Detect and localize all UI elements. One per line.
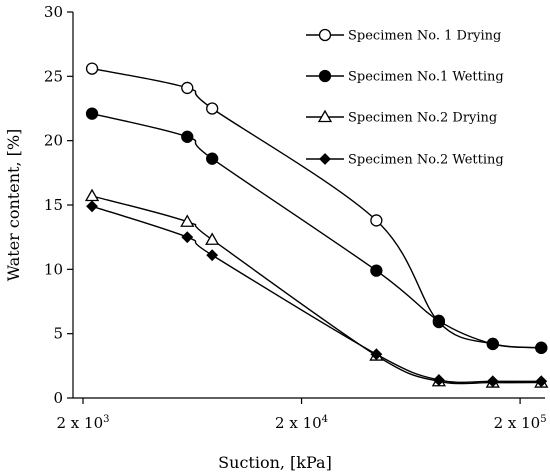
series-2 xyxy=(85,107,548,354)
legend-item-3: Specimen No.2 Drying xyxy=(306,109,497,126)
series-2-point xyxy=(432,314,446,327)
legend-label: Specimen No.2 Drying xyxy=(348,111,497,126)
series-4-point xyxy=(370,348,383,361)
series-4-point xyxy=(181,231,194,244)
series-4-point xyxy=(206,249,219,262)
series-2-point xyxy=(206,152,219,165)
y-axis-ticks: 0 5 10 15 20 25 30 xyxy=(44,3,73,407)
y-tick-label: 25 xyxy=(44,67,63,85)
series-3-point xyxy=(180,214,195,227)
y-tick-label: 10 xyxy=(44,260,63,278)
y-axis-label: Water content, [%] xyxy=(4,129,23,282)
legend-item-1: Specimen No. 1 Drying xyxy=(306,29,501,44)
x-tick-label: 2 x 103 xyxy=(56,414,109,432)
series-2-point xyxy=(85,107,99,120)
series-3-point xyxy=(84,188,100,202)
x-tick-label: 2 x 105 xyxy=(494,414,547,432)
legend-marker xyxy=(318,28,332,42)
series-1-point xyxy=(206,102,219,115)
legend-marker xyxy=(319,153,331,165)
legend-label: Specimen No. 1 Drying xyxy=(348,29,501,44)
legend-marker xyxy=(317,109,333,123)
series-1 xyxy=(85,62,548,354)
series-3 xyxy=(84,188,549,388)
series-layer xyxy=(84,62,549,388)
series-4-point xyxy=(535,375,548,388)
series-1-point xyxy=(370,214,383,227)
series-3-point xyxy=(205,232,220,245)
x-axis-label: Suction, [kPa] xyxy=(218,453,332,472)
series-4-point xyxy=(86,200,98,213)
y-tick-label: 5 xyxy=(53,325,63,343)
series-2-point xyxy=(535,341,548,354)
legend-label: Specimen No.1 Wetting xyxy=(348,70,504,85)
x-tick-label: 2 x 104 xyxy=(275,414,328,432)
series-4-line xyxy=(91,205,542,384)
legend-item-4: Specimen No.2 Wetting xyxy=(306,153,504,168)
y-tick-label: 15 xyxy=(44,196,63,214)
legend-label: Specimen No.2 Wetting xyxy=(348,153,504,168)
series-4-point xyxy=(486,375,499,388)
series-2-line xyxy=(91,112,542,349)
y-tick-label: 20 xyxy=(44,132,63,150)
series-4 xyxy=(86,200,548,388)
series-1-point xyxy=(85,62,99,75)
x-axis-ticks: 2 x 103 2 x 104 2 x 105 xyxy=(56,398,547,432)
y-tick-label: 0 xyxy=(53,389,63,407)
series-2-point xyxy=(181,130,194,143)
legend-item-2: Specimen No.1 Wetting xyxy=(306,70,504,85)
series-4-point xyxy=(432,374,445,386)
y-tick-label: 30 xyxy=(44,3,63,21)
series-3-line xyxy=(91,195,542,385)
series-2-point xyxy=(486,337,499,351)
series-1-point xyxy=(181,81,194,95)
legend-marker xyxy=(318,69,332,83)
series-2-point xyxy=(370,264,383,277)
legend: Specimen No. 1 Drying Specimen No.1 Wetti… xyxy=(306,29,504,168)
